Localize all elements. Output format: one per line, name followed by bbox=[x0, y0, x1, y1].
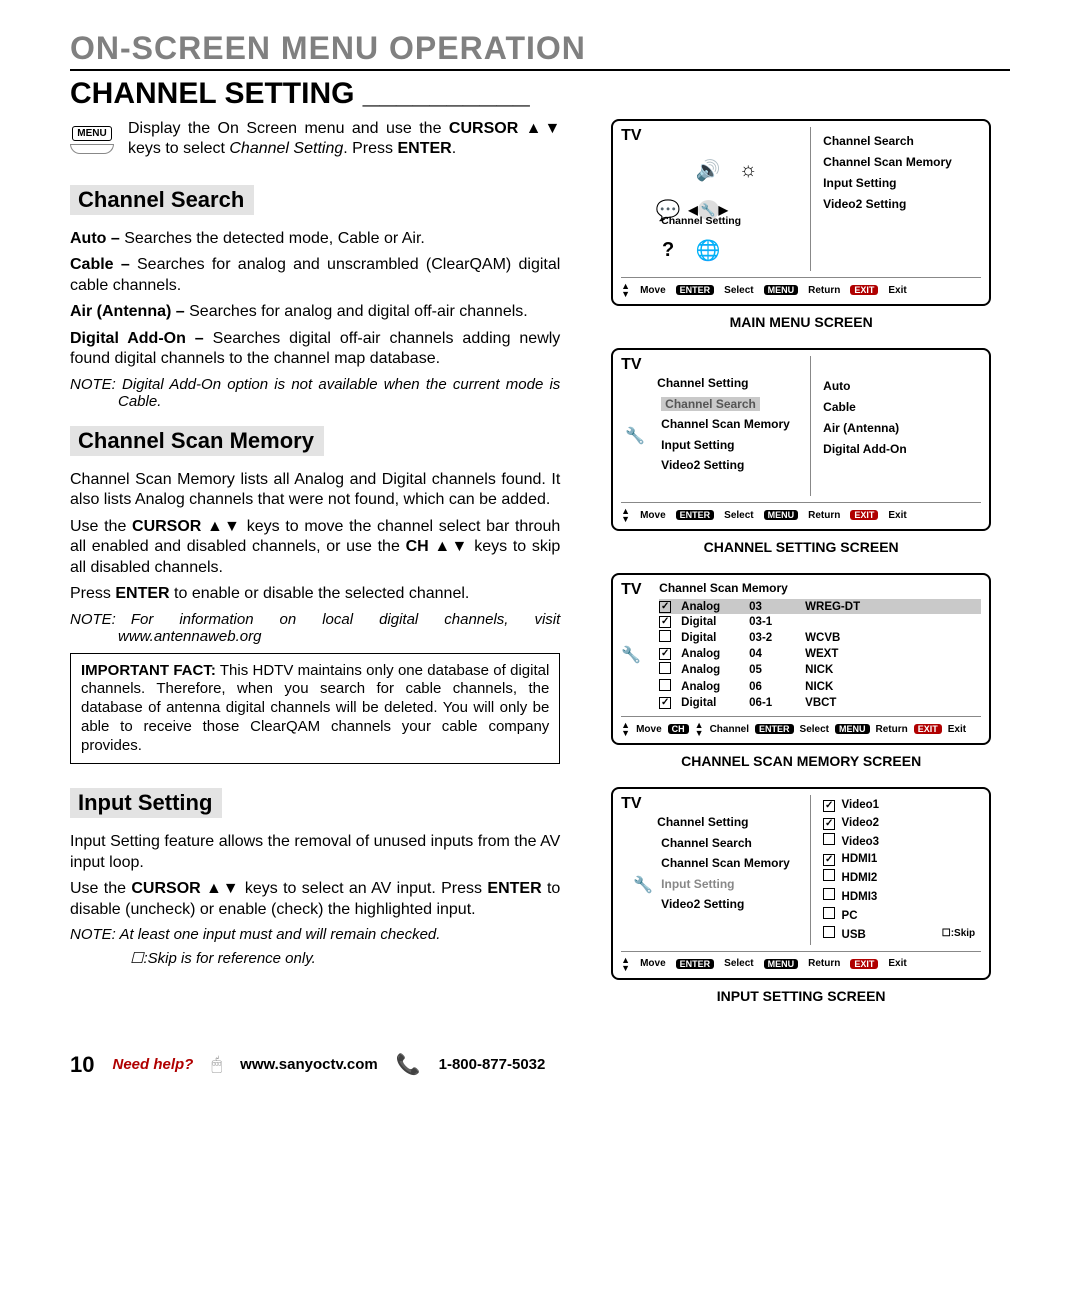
input-item: ✓ Video2 bbox=[823, 815, 981, 833]
scan-p1: Channel Scan Memory lists all Analog and… bbox=[70, 470, 560, 511]
menu-item: Input Setting bbox=[661, 874, 804, 894]
channel-scan-caption: CHANNEL SCAN MEMORY SCREEN bbox=[592, 753, 1010, 769]
scan-row: Analog06NICK bbox=[659, 678, 981, 695]
tv-logo: TV bbox=[621, 127, 641, 144]
phone-icon: 📞 bbox=[396, 1052, 421, 1077]
menu-item: Channel Scan Memory bbox=[661, 853, 804, 873]
scan-p2: Use the CURSOR ▲▼ keys to move the chann… bbox=[70, 517, 560, 578]
scan-p3: Press ENTER to enable or disable the sel… bbox=[70, 584, 560, 604]
menu-item: Channel Scan Memory bbox=[661, 414, 804, 434]
channel-setting-screen: TV Channel Setting 🔧 Channel SearchChann… bbox=[611, 348, 991, 531]
input-p2: Use the CURSOR ▲▼ keys to select an AV i… bbox=[70, 879, 560, 920]
menu-button-icon: MENU bbox=[70, 119, 114, 161]
main-menu-screen: TV 🔊☼ 💬◀🔧▶ ?🌐 Channel Setting Channel Se… bbox=[611, 119, 991, 306]
option-item: Cable bbox=[823, 397, 981, 418]
left-column: MENU Display the On Screen menu and use … bbox=[70, 119, 560, 1022]
scan-row: ✓Digital03-1 bbox=[659, 614, 981, 629]
scan-row: ✓Digital06-1VBCT bbox=[659, 695, 981, 710]
search-note: NOTE: Digital Add-On option is not avail… bbox=[70, 376, 560, 410]
right-column: TV 🔊☼ 💬◀🔧▶ ?🌐 Channel Setting Channel Se… bbox=[592, 119, 1010, 1022]
option-item: Air (Antenna) bbox=[823, 418, 981, 439]
air-desc: Air (Antenna) – Searches for analog and … bbox=[70, 302, 560, 322]
menu-item: Video2 Setting bbox=[823, 194, 981, 215]
menu-item: Input Setting bbox=[661, 435, 804, 455]
menu-item: Channel Search bbox=[823, 131, 981, 152]
input-item: ✓ Video1 bbox=[823, 797, 981, 815]
auto-desc: Auto – Searches the detected mode, Cable… bbox=[70, 229, 560, 249]
need-help-label: Need help? bbox=[112, 1056, 193, 1073]
section-channel-search: Channel Search bbox=[70, 185, 254, 215]
mouse-icon: 🖱 bbox=[211, 1054, 222, 1075]
important-fact-box: IMPORTANT FACT: This HDTV maintains only… bbox=[70, 653, 560, 765]
input-p1: Input Setting feature allows the removal… bbox=[70, 832, 560, 873]
channel-scan-screen: TV 🔧 Channel Scan Memory ✓Analog03WREG-D… bbox=[611, 573, 991, 745]
sub-title: CHANNEL SETTING __________ bbox=[70, 77, 1010, 111]
scan-row: ✓Analog03WREG-DT bbox=[659, 599, 981, 614]
menu-item: Channel Scan Memory bbox=[823, 152, 981, 173]
input-item: HDMI2 bbox=[823, 869, 981, 888]
input-item: ✓ HDMI1 bbox=[823, 851, 981, 869]
website: www.sanyoctv.com bbox=[240, 1056, 378, 1073]
main-title: ON-SCREEN MENU OPERATION bbox=[70, 30, 1010, 71]
input-setting-caption: INPUT SETTING SCREEN bbox=[592, 988, 1010, 1004]
channel-setting-caption: CHANNEL SETTING SCREEN bbox=[592, 539, 1010, 555]
menu-item: Video2 Setting bbox=[661, 894, 804, 914]
scan-row: Analog05NICK bbox=[659, 661, 981, 678]
addon-desc: Digital Add-On – Searches digital off-ai… bbox=[70, 329, 560, 370]
section-input-setting: Input Setting bbox=[70, 788, 222, 818]
input-note1: NOTE: At least one input must and will r… bbox=[70, 926, 560, 943]
scan-note: NOTE: For information on local digital c… bbox=[70, 611, 560, 645]
phone-number: 1-800-877-5032 bbox=[439, 1056, 546, 1073]
page-footer: 10 Need help? 🖱 www.sanyoctv.com 📞 1-800… bbox=[70, 1052, 1010, 1078]
scan-row: ✓Analog04WEXT bbox=[659, 646, 981, 661]
cable-desc: Cable – Searches for analog and unscramb… bbox=[70, 255, 560, 296]
menu-item: Channel Search bbox=[661, 394, 804, 414]
option-item: Auto bbox=[823, 376, 981, 397]
intro-text: Display the On Screen menu and use the C… bbox=[128, 119, 560, 161]
main-menu-caption: MAIN MENU SCREEN bbox=[592, 314, 1010, 330]
menu-item: Channel Search bbox=[661, 833, 804, 853]
scan-row: Digital03-2WCVB bbox=[659, 629, 981, 646]
menu-item: Video2 Setting bbox=[661, 455, 804, 475]
input-item: PC bbox=[823, 907, 981, 926]
input-item: HDMI3 bbox=[823, 888, 981, 907]
input-item: Video3 bbox=[823, 833, 981, 852]
input-setting-screen: TV Channel Setting 🔧 Channel SearchChann… bbox=[611, 787, 991, 980]
menu-item: Input Setting bbox=[823, 173, 981, 194]
page-number: 10 bbox=[70, 1052, 94, 1078]
section-scan-memory: Channel Scan Memory bbox=[70, 426, 324, 456]
input-note2: ☐:Skip is for reference only. bbox=[70, 949, 560, 967]
option-item: Digital Add-On bbox=[823, 439, 981, 460]
icon-grid: 🔊☼ 💬◀🔧▶ ?🌐 bbox=[651, 153, 804, 267]
